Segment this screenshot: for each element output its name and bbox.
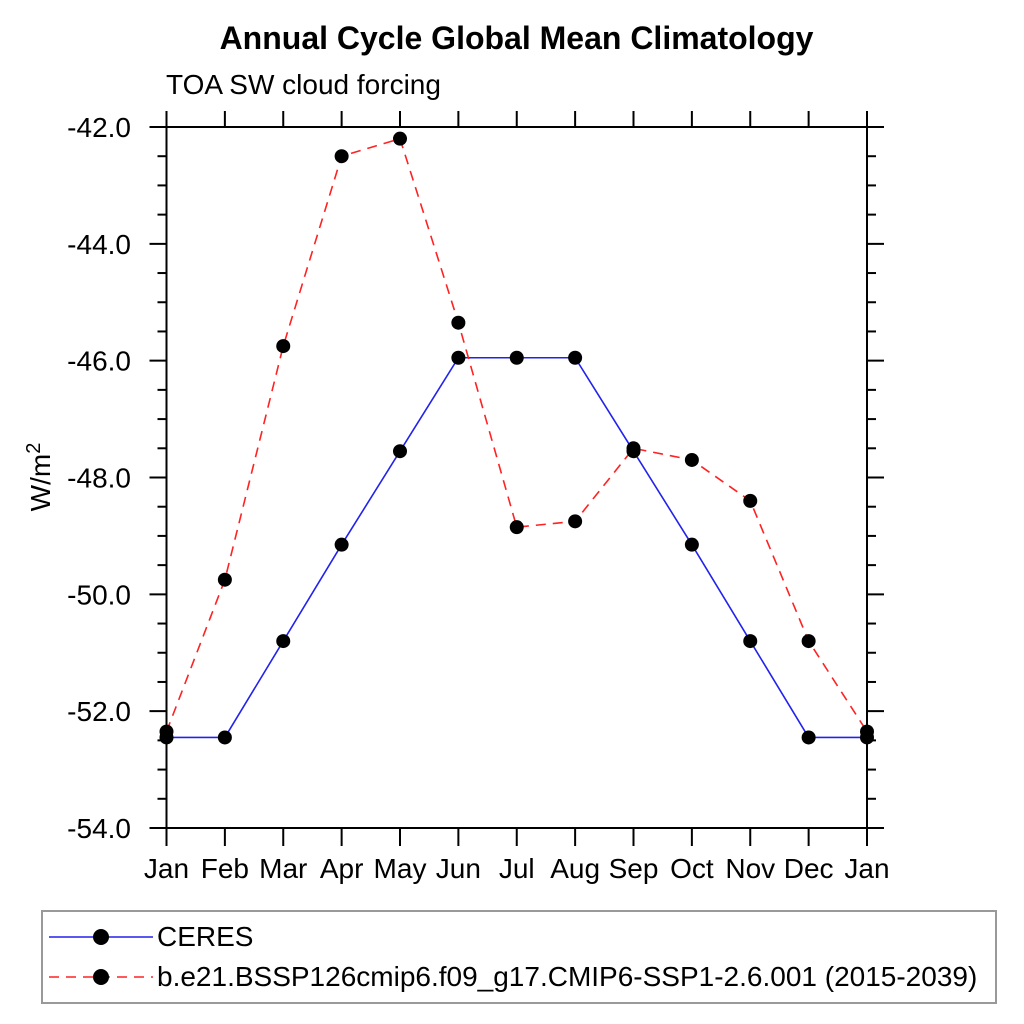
legend-item-ceres: CERES xyxy=(47,921,254,952)
ceres-data-point-marker xyxy=(743,634,758,649)
ceres-data-point-marker xyxy=(801,730,816,745)
model-data-point-marker xyxy=(801,634,816,649)
x-axis-tick-label: Sep xyxy=(609,853,659,884)
x-axis-tick-label: Apr xyxy=(320,853,364,884)
ceres-data-point-marker xyxy=(276,634,291,649)
model-data-point-marker xyxy=(743,493,758,508)
model-data-point-marker xyxy=(684,452,699,467)
x-axis-tick-label: Nov xyxy=(725,853,775,884)
x-axis-tick-label: Feb xyxy=(201,853,249,884)
y-axis-tick-label: -48.0 xyxy=(67,463,131,494)
model-data-point-marker xyxy=(217,572,232,587)
legend-line-sample-model xyxy=(49,969,153,985)
ceres-data-point-marker xyxy=(451,350,466,365)
ceres-data-point-marker xyxy=(334,537,349,552)
x-axis-tick-label: Jan xyxy=(144,853,189,884)
x-axis-tick-label: Aug xyxy=(550,853,600,884)
x-axis-tick-label: Jan xyxy=(844,853,889,884)
ceres-data-point-marker xyxy=(393,444,407,459)
x-axis-tick-label: Jul xyxy=(499,853,535,884)
x-axis-tick-label: Jun xyxy=(436,853,481,884)
y-axis-tick-label: -54.0 xyxy=(67,813,131,844)
model-data-point-marker xyxy=(334,149,349,164)
axes-frame xyxy=(165,126,868,829)
legend-box: CERES b.e21.BSSP126cmip6.f09_g17.CMIP6-S… xyxy=(41,910,997,1004)
model-data-point-marker xyxy=(568,514,583,529)
legend-sample-marker xyxy=(93,969,109,985)
legend-label-ceres: CERES xyxy=(157,921,254,952)
x-axis-tick-label: Dec xyxy=(784,853,834,884)
y-axis-tick-label: -52.0 xyxy=(67,696,131,727)
model-data-point-marker xyxy=(451,315,466,330)
plot-area: Jan Feb Mar Apr May Jun Jul Aug Sep Oct Nov Dec Jan-… xyxy=(67,111,890,884)
y-axis-tick-label: -50.0 xyxy=(67,579,131,610)
model-data-point-marker xyxy=(276,339,291,354)
ceres-line xyxy=(166,356,867,739)
x-axis-tick-label: May xyxy=(374,853,427,884)
model-data-point-marker xyxy=(393,131,407,146)
chart-subtitle: TOA SW cloud forcing xyxy=(166,69,441,100)
model-data-point-marker xyxy=(159,724,174,739)
y-axis-tick-label: -44.0 xyxy=(67,229,131,260)
model-data-point-marker xyxy=(509,520,524,535)
y-axis-tick-label: -42.0 xyxy=(67,112,131,143)
x-axis-tick-label: Mar xyxy=(259,853,307,884)
model-data-point-marker xyxy=(860,724,874,739)
model-line xyxy=(165,137,868,733)
legend-label-model: b.e21.BSSP126cmip6.f09_g17.CMIP6-SSP1-2.… xyxy=(157,961,978,992)
chart-title: Annual Cycle Global Mean Climatology xyxy=(219,20,814,56)
ceres-data-point-marker xyxy=(568,350,583,365)
legend-line-sample-ceres xyxy=(49,929,153,945)
y-axis-tick-label: -46.0 xyxy=(67,346,131,377)
ceres-data-point-marker xyxy=(509,350,524,365)
ceres-data-point-marker xyxy=(217,730,232,745)
legend-item-model: b.e21.BSSP126cmip6.f09_g17.CMIP6-SSP1-2.… xyxy=(47,961,978,992)
x-axis-tick-label: Oct xyxy=(670,853,714,884)
model-data-point-marker xyxy=(626,441,641,456)
legend-sample-marker xyxy=(93,929,109,945)
ceres-data-point-marker xyxy=(684,537,699,552)
